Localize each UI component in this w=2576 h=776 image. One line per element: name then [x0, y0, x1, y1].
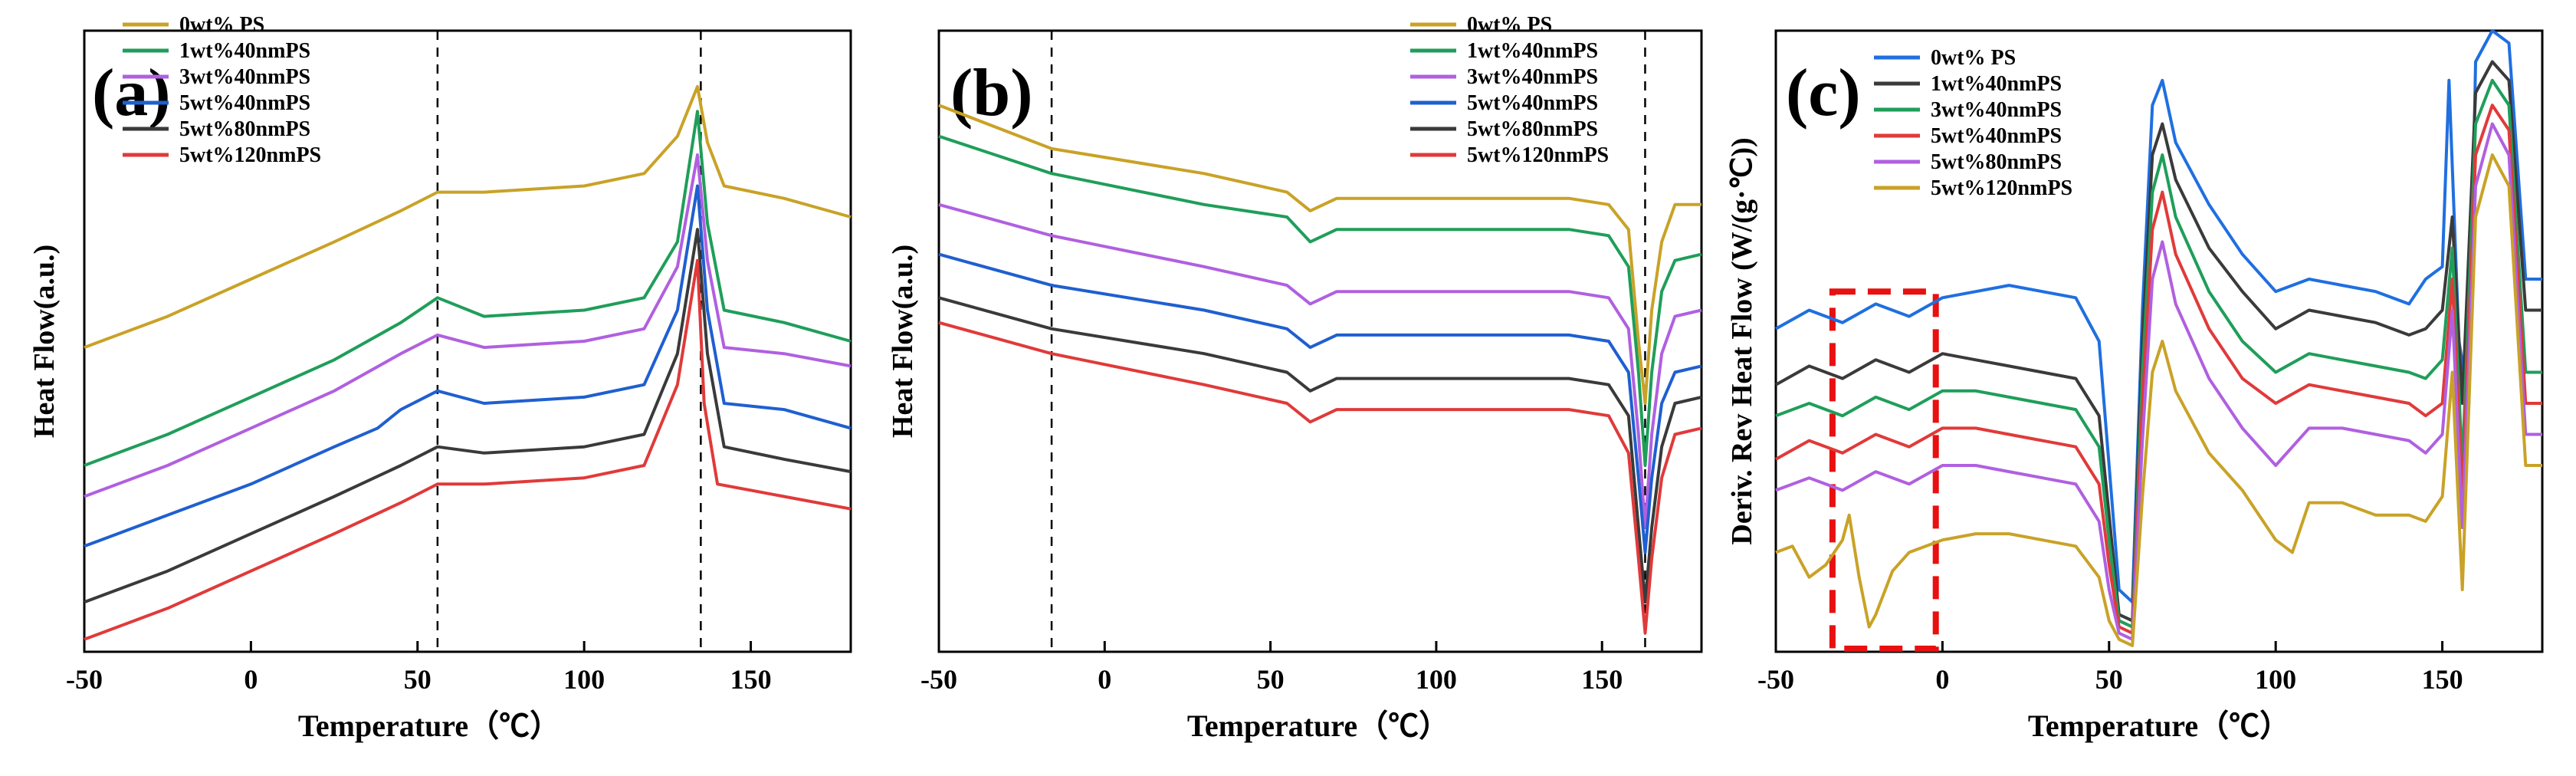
series-line — [1775, 29, 2542, 604]
xlabel-c: Temperature（℃） — [2028, 709, 2290, 743]
series-line — [1775, 60, 2542, 623]
xtick-label: 150 — [2422, 664, 2463, 695]
ref-lines-b — [1050, 31, 1646, 652]
panel-label-b: (b) — [950, 56, 1033, 130]
legend-entry: 5wt%40nmPS — [1931, 124, 2062, 148]
panel-label-a: (a) — [92, 56, 171, 130]
series-c — [1775, 29, 2542, 647]
legend-entry: 5wt%80nmPS — [1931, 150, 2062, 174]
series-a — [84, 84, 852, 641]
series-line — [84, 84, 852, 349]
ticks-a: -50 0 50 100 150 — [66, 641, 772, 695]
xtick-label: 0 — [244, 664, 258, 695]
legend-entry: 3wt%40nmPS — [1467, 65, 1598, 89]
xtick-label: 50 — [2095, 664, 2123, 695]
legend-entry: 3wt%40nmPS — [179, 65, 310, 89]
series-line — [938, 296, 1702, 604]
panel-c: (c) Deriv. Rev Heat Flow (W/(g·℃)) Tempe… — [1726, 29, 2544, 743]
legend-entry: 5wt%120nmPS — [179, 143, 321, 167]
series-line — [84, 110, 852, 467]
legend-entry: 5wt%40nmPS — [179, 91, 310, 115]
legend-entry: 5wt%80nmPS — [179, 117, 310, 141]
plot-frame-c — [1774, 29, 2544, 653]
legend-c: 0wt% PS1wt%40nmPS3wt%40nmPS5wt%40nmPS5wt… — [1874, 46, 2072, 200]
legend-entry: 1wt%40nmPS — [1931, 72, 2062, 96]
xlabel-b: Temperature（℃） — [1187, 709, 1449, 743]
series-line — [1775, 104, 2542, 635]
xtick-label: 150 — [1581, 664, 1623, 695]
xtick-label: -50 — [920, 664, 957, 695]
legend-entry: 5wt%120nmPS — [1931, 176, 2072, 200]
legend-entry: 0wt% PS — [179, 13, 264, 37]
legend-entry: 3wt%40nmPS — [1931, 98, 2062, 122]
series-line — [1775, 122, 2542, 641]
legend-entry: 5wt%80nmPS — [1467, 117, 1598, 141]
panel-b: (b) Heat Flow(a.u.) Temperature（℃） -50 0 5… — [887, 13, 1703, 743]
highlight-rect — [1829, 288, 1939, 652]
series-line — [84, 228, 852, 604]
xtick-label: 0 — [1098, 664, 1111, 695]
series-line — [938, 134, 1702, 467]
xtick-label: 0 — [1935, 664, 1949, 695]
legend-b: 0wt% PS1wt%40nmPS3wt%40nmPS5wt%40nmPS5wt… — [1410, 13, 1609, 167]
panel-a: (a) Heat Flow(a.u.) Temperature（℃） -50 0 5… — [28, 13, 852, 743]
xtick-label: 50 — [1257, 664, 1285, 695]
xtick-label: 100 — [2255, 664, 2296, 695]
xtick-label: 100 — [1416, 664, 1457, 695]
highlight-box-c — [1829, 288, 1939, 652]
xlabel-a: Temperature（℃） — [298, 709, 560, 743]
legend-entry: 5wt%40nmPS — [1467, 91, 1598, 115]
series-line — [938, 202, 1702, 529]
ylabel-a: Heat Flow(a.u.) — [28, 245, 61, 438]
legend-entry: 0wt% PS — [1467, 13, 1552, 37]
series-line — [84, 258, 852, 641]
ticks-b: -50 0 50 100 150 — [920, 641, 1623, 695]
series-line — [938, 321, 1702, 635]
xtick-label: -50 — [66, 664, 103, 695]
legend-entry: 1wt%40nmPS — [1467, 39, 1598, 63]
legend-entry: 0wt% PS — [1931, 46, 2016, 70]
series-b — [938, 104, 1702, 635]
panel-label-c: (c) — [1786, 56, 1861, 130]
series-line — [938, 104, 1701, 405]
ylabel-c: Deriv. Rev Heat Flow (W/(g·℃)) — [1726, 137, 1758, 544]
plot-frame-b — [937, 29, 1703, 653]
xtick-label: 50 — [404, 664, 432, 695]
legend-entry: 5wt%120nmPS — [1467, 143, 1609, 167]
series-line — [1775, 153, 2542, 647]
xtick-label: -50 — [1757, 664, 1794, 695]
series-line — [84, 153, 852, 498]
xtick-label: 100 — [563, 664, 605, 695]
legend-a: 0wt% PS1wt%40nmPS3wt%40nmPS5wt%40nmPS5wt… — [123, 13, 321, 167]
series-line — [84, 184, 852, 548]
legend-entry: 1wt%40nmPS — [179, 39, 310, 63]
series-line — [938, 252, 1702, 554]
ylabel-b: Heat Flow(a.u.) — [887, 245, 919, 438]
xtick-label: 150 — [730, 664, 772, 695]
ticks-c: -50 0 50 100 150 — [1757, 641, 2463, 695]
